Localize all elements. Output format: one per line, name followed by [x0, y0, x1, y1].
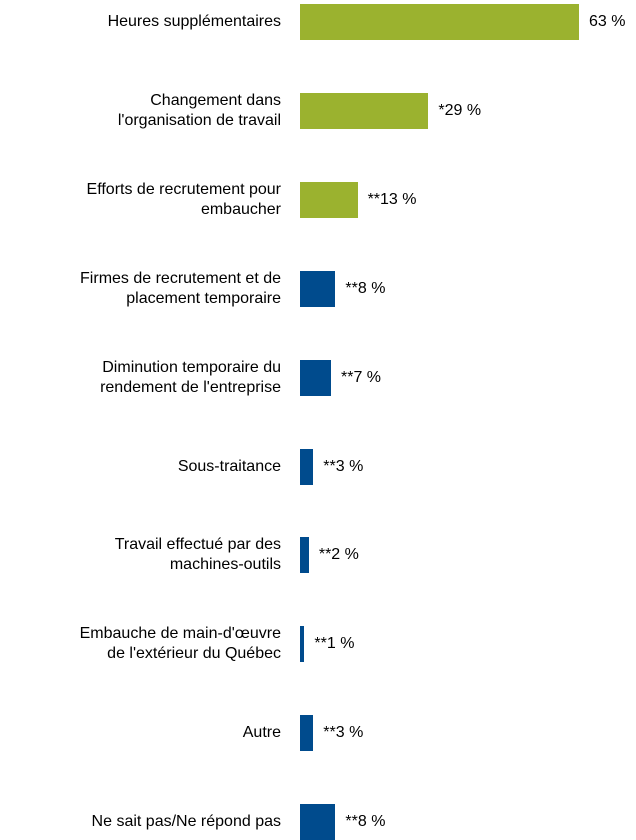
value-label: **3 % — [323, 457, 364, 475]
category-label: Travail effectué par des machines-outils — [114, 536, 281, 574]
value-label: 63 % — [589, 13, 626, 30]
category-label: Efforts de recrutement pour embaucher — [86, 180, 281, 218]
category-label: Sous-traitance — [177, 457, 281, 475]
bar — [300, 359, 331, 396]
category-label: Firmes de recrutement et de placement te… — [80, 269, 281, 307]
bar — [300, 448, 314, 485]
bar — [300, 92, 429, 129]
category-label: Autre — [242, 724, 281, 742]
bar — [300, 537, 309, 574]
value-label: **2 % — [318, 546, 359, 564]
category-label: Ne sait pas/Ne répond pas — [91, 813, 281, 831]
value-label: **1 % — [314, 635, 355, 653]
bar — [300, 804, 336, 840]
value-label: **8 % — [345, 279, 386, 297]
value-label: **13 % — [367, 190, 417, 208]
bar — [300, 181, 358, 218]
value-label: *29 % — [438, 101, 482, 119]
category-label: Changement dans l'organisation de travai… — [117, 91, 281, 129]
bar — [300, 4, 579, 40]
bar — [300, 715, 314, 752]
category-label: Heures supplémentaires — [107, 13, 281, 30]
value-label: **3 % — [323, 724, 364, 742]
value-label: **7 % — [341, 368, 382, 386]
category-label: Embauche de main-d'œuvre de l'extérieur … — [79, 625, 281, 663]
bar — [300, 626, 305, 663]
bar — [300, 270, 336, 307]
category-label: Diminution temporaire du rendement de l'… — [100, 358, 281, 396]
value-label: **8 % — [345, 813, 386, 831]
